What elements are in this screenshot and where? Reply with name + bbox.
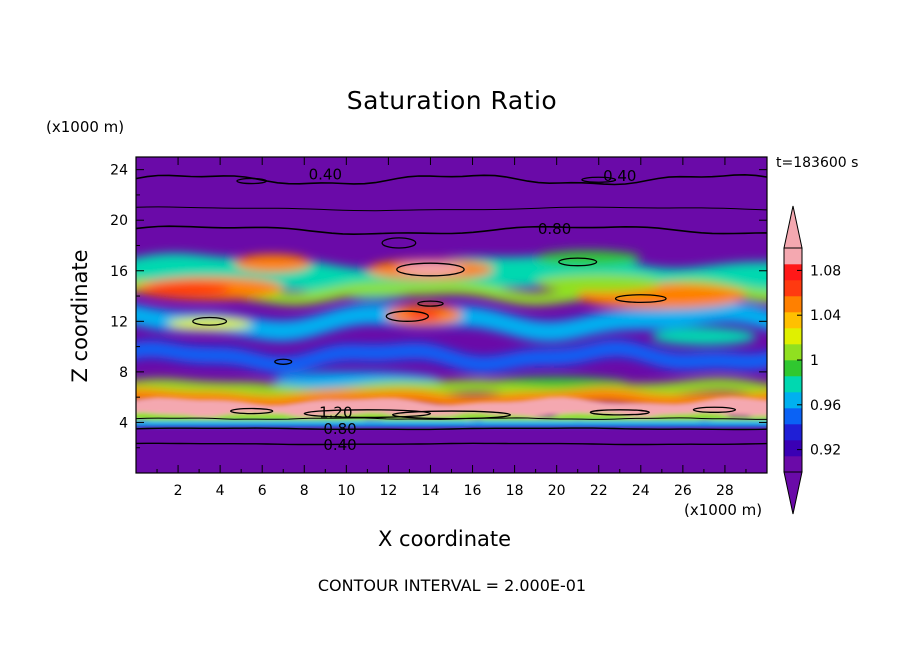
x-tick-label: 18	[506, 483, 524, 499]
colorbar-segment	[784, 440, 802, 457]
contour-loop	[417, 300, 444, 307]
colorbar-segment	[784, 264, 802, 281]
x-tick-label: 8	[300, 483, 309, 499]
contour-loop	[381, 237, 417, 249]
colorbar-segment	[784, 392, 802, 409]
x-tick-label: 28	[716, 483, 734, 499]
contour-label: 0.40	[323, 436, 356, 454]
contour-loop	[385, 310, 430, 322]
contour-loop	[558, 257, 598, 267]
blob-orange-top	[234, 254, 311, 273]
colorbar-segment	[784, 376, 802, 393]
x-axis-label: X coordinate	[378, 527, 512, 551]
blob-yellow-left	[167, 317, 252, 331]
colorbar-under-arrow	[783, 471, 803, 515]
contour-loop	[396, 262, 465, 277]
colorbar-segment	[784, 248, 802, 265]
colorbar: 0.92 0.96 1 1.04 1.08	[783, 205, 841, 515]
y-tick-label: 12	[110, 314, 128, 330]
blob-pink-center	[396, 261, 465, 275]
contour-loop	[274, 358, 293, 365]
blob-cyan-right	[651, 327, 757, 346]
contour-loop	[303, 409, 432, 419]
colorbar-segment	[784, 312, 802, 329]
contour-labels: 0.40 0.400.801.200.800.40	[309, 166, 637, 454]
contour-interval-label: CONTOUR INTERVAL = 2.000E-01	[317, 576, 587, 595]
contour-label: 0.40	[603, 167, 636, 185]
colorbar-segment	[784, 328, 802, 345]
y-tick-label: 8	[119, 365, 128, 381]
y-tick-label: 16	[110, 264, 128, 280]
mid-layer-blue	[136, 302, 767, 342]
y-tick-label: 4	[119, 415, 128, 431]
field-bands	[136, 250, 767, 412]
x-tick-label: 10	[337, 483, 355, 499]
contour-0.80-lower	[136, 427, 767, 431]
contour-loop	[192, 316, 228, 326]
time-label: t=183600 s	[776, 155, 859, 171]
contour-loop	[692, 406, 737, 413]
x-tick-label: 2	[174, 483, 183, 499]
plot-area	[136, 157, 767, 473]
colorbar-segment	[784, 360, 802, 377]
contour-loop	[614, 294, 667, 304]
contour-label: 0.80	[323, 420, 356, 438]
y-tick-label: 24	[110, 163, 128, 179]
colorbar-segment	[784, 424, 802, 441]
blob-red-mid	[407, 309, 441, 321]
contour-0.80-upper	[136, 225, 767, 236]
colorbar-tick-label: 0.96	[810, 398, 841, 414]
x-tick-label: 4	[216, 483, 225, 499]
colorbar-segment	[784, 344, 802, 361]
colorbar-tick-label: 1.04	[810, 308, 841, 324]
x-tick-label: 26	[674, 483, 692, 499]
contour-loop	[229, 407, 274, 415]
contour-lines	[136, 173, 767, 446]
colorbar-tick-label: 1	[810, 353, 819, 369]
x-tick-label: 12	[379, 483, 397, 499]
colorbar-segment	[784, 280, 802, 297]
colorbar-tick-label: 0.92	[810, 443, 841, 459]
colorbar-segment	[784, 296, 802, 313]
contour-label: 0.40	[309, 166, 342, 184]
colorbar-segment	[784, 408, 802, 425]
colorbar-tick-label: 1.08	[810, 263, 841, 279]
x-tick-label: 24	[632, 483, 650, 499]
x-tick-label: 22	[590, 483, 608, 499]
contour-loop	[589, 409, 650, 416]
contour-loop	[581, 176, 617, 183]
x-tick-label: 16	[464, 483, 482, 499]
contour-loop	[391, 410, 512, 420]
contour-0.40-lower	[136, 442, 767, 446]
contour-label: 0.80	[538, 220, 571, 238]
y-axis-unit: (x1000 m)	[46, 118, 125, 136]
colorbar-segment	[784, 456, 802, 473]
chart-title: Saturation Ratio	[346, 86, 558, 115]
x-tick-label: 6	[258, 483, 267, 499]
x-tick-label: 14	[422, 483, 440, 499]
x-axis-unit: (x1000 m)	[684, 501, 763, 519]
blob-red-left	[146, 282, 231, 298]
colorbar-over-arrow	[783, 205, 803, 249]
contour-0.40-upper	[136, 173, 767, 186]
contour-label: 1.20	[319, 403, 352, 421]
x-tick-label: 20	[548, 483, 566, 499]
y-tick-label: 20	[110, 213, 128, 229]
lower-mid-layer-blue	[136, 340, 767, 374]
blob-green-right	[535, 274, 662, 293]
bottom-layer-base-cyan	[136, 420, 767, 427]
contour-loop	[236, 177, 268, 185]
contour-upper-thin	[136, 206, 767, 212]
